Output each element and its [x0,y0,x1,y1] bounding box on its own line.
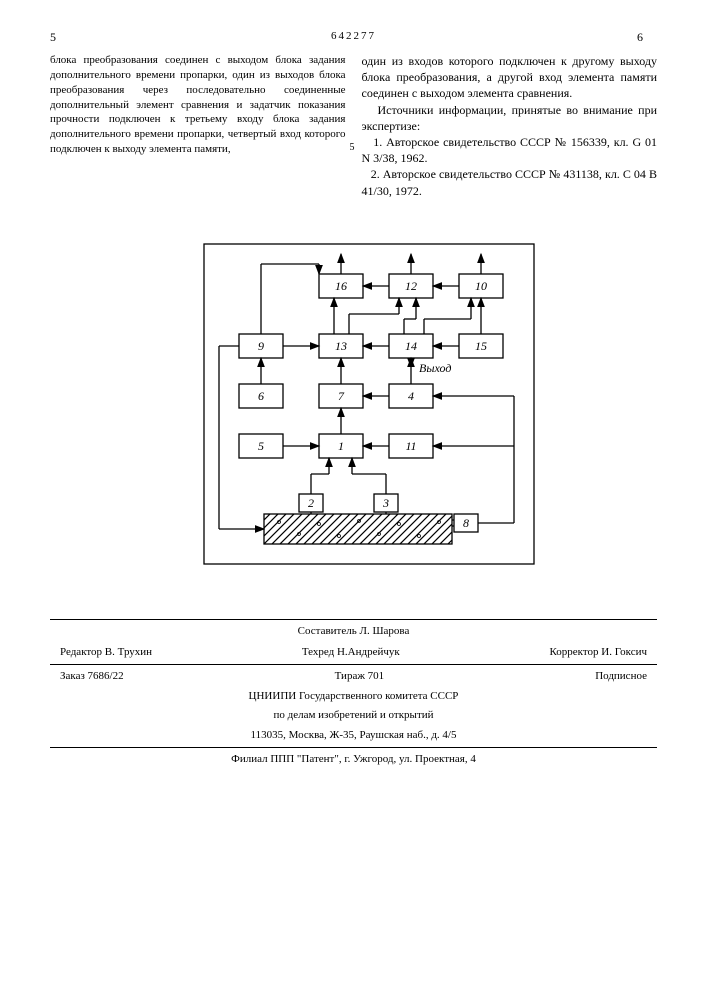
page-number-left: 5 [50,30,70,45]
block-label-11: 11 [405,439,416,453]
address-2: Филиал ППП "Патент", г. Ужгород, ул. Про… [50,752,657,767]
address-1: 113035, Москва, Ж-35, Раушская наб., д. … [50,728,657,743]
block-label-9: 9 [258,339,264,353]
page-number-right: 6 [637,30,657,45]
block-label-3: 3 [382,496,389,510]
order-row: Заказ 7686/22 Тираж 701 Подписное [50,669,657,684]
output-label: Выход [419,361,451,375]
block-label-13: 13 [335,339,347,353]
left-column: блока преобразования соединен с вы­ходом… [50,53,346,199]
left-column-text: блока преобразования соединен с вы­ходом… [50,54,346,155]
separator-2 [50,664,657,665]
block-diagram: 16121091314156745111238 [144,224,564,584]
header: 5 642277 6 [50,30,657,45]
source-1: 1. Авторское свидетельство СССР № 156339… [362,135,658,165]
block-label-6: 6 [258,389,264,403]
tirazh: Тираж 701 [335,669,385,684]
org-line-1: ЦНИИПИ Государственного комитета СССР [50,689,657,704]
block-label-8: 8 [463,516,469,530]
block-label-10: 10 [475,279,487,293]
line-marker-5: 5 [350,141,355,155]
sources-title: Источники информации, принятые во вниман… [362,103,658,133]
block-label-7: 7 [338,389,345,403]
document-number: 642277 [70,30,637,42]
podpisnoe: Подписное [595,669,647,684]
right-column-text: один из входов которого подключен к друг… [362,54,658,100]
right-column: 5 один из входов которого подключен к др… [362,53,658,199]
diagram-container: 16121091314156745111238 [50,224,657,584]
block-label-4: 4 [408,389,414,403]
editor: Редактор В. Трухин [60,645,152,660]
order: Заказ 7686/22 [60,669,124,684]
techred: Техред Н.Андрейчук [302,645,400,660]
separator-1 [50,619,657,620]
credits-row: Редактор В. Трухин Техред Н.Андрейчук Ко… [50,645,657,660]
page: 5 642277 6 блока преобразования соединен… [0,0,707,787]
block-label-2: 2 [308,496,314,510]
separator-3 [50,747,657,748]
body-columns: блока преобразования соединен с вы­ходом… [50,53,657,199]
corrector: Корректор И. Гоксич [550,645,648,660]
block-label-16: 16 [335,279,347,293]
org-line-2: по делам изобретений и открытий [50,708,657,723]
block-label-5: 5 [258,439,264,453]
block-label-12: 12 [405,279,417,293]
block-label-1: 1 [338,439,344,453]
block-label-15: 15 [475,339,487,353]
block-label-14: 14 [405,339,417,353]
compiler: Составитель Л. Шарова [50,624,657,639]
source-2: 2. Авторское свидетельство СССР № 431138… [362,167,658,197]
footer: Составитель Л. Шарова Редактор В. Трухин… [50,619,657,768]
sample-block [264,514,452,544]
